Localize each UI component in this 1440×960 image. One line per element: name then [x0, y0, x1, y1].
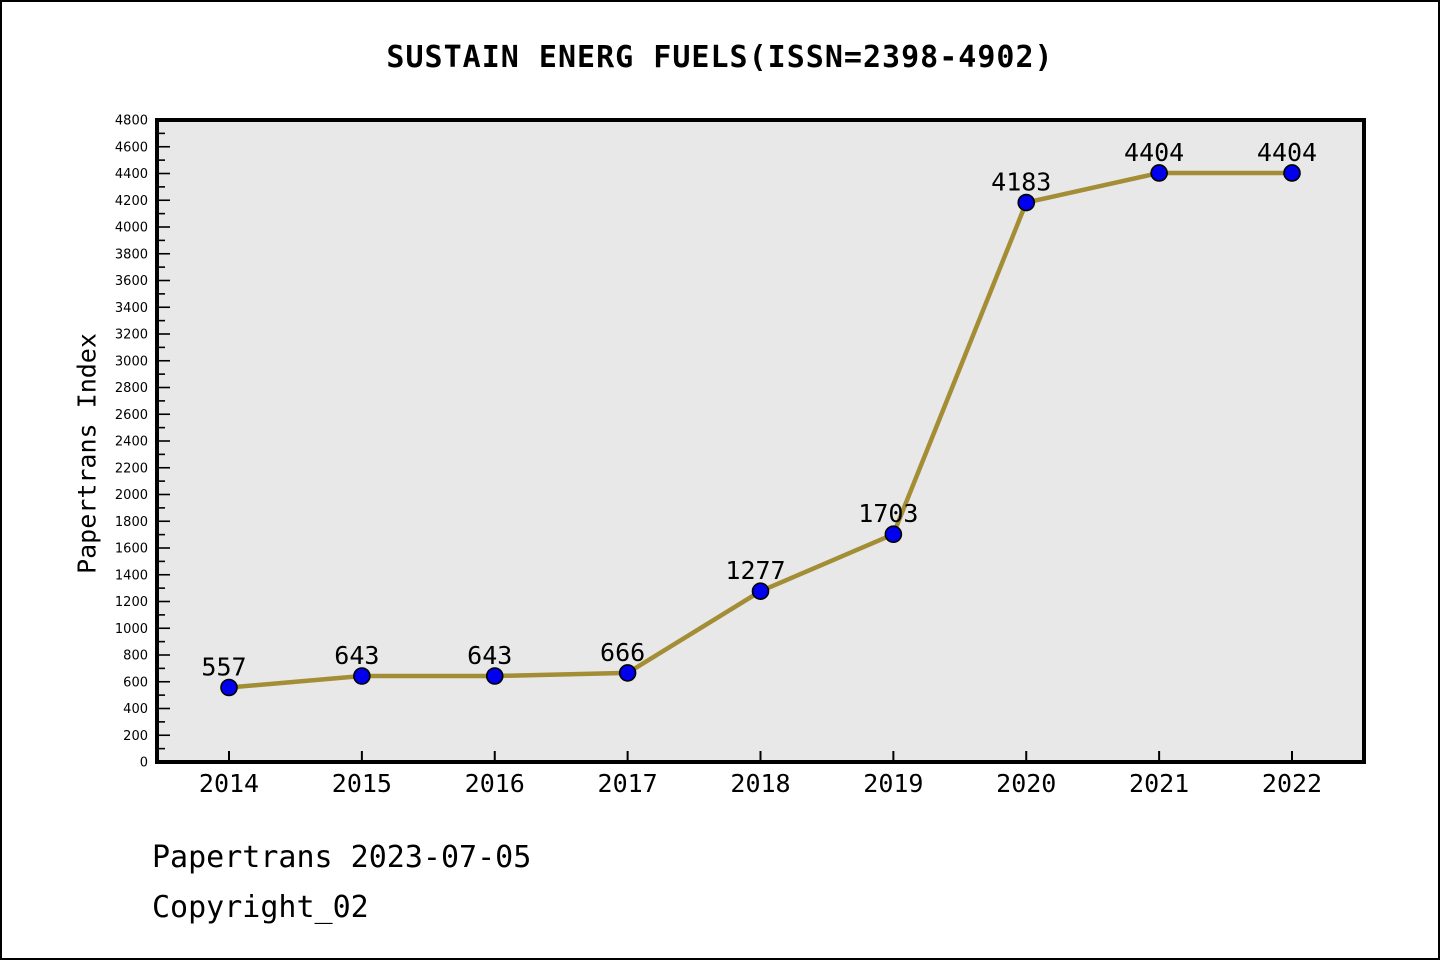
y-tick-label: 4200	[115, 194, 148, 209]
y-tick-label: 3200	[115, 328, 148, 343]
y-tick-label: 400	[123, 702, 148, 717]
y-tick-label: 2200	[115, 461, 148, 476]
footer-date: Papertrans 2023-07-05	[152, 840, 532, 875]
x-tick-label: 2022	[1262, 769, 1322, 798]
y-tick-label: 4400	[115, 167, 148, 182]
y-axis-ticks: 0 200 400 600 800 1000 1200 1400 1600 1800 2000 220…	[115, 114, 170, 771]
data-point-label: 1277	[725, 556, 785, 585]
data-points: 557 643 643 666 1277 1703 4183 4404 4404	[201, 138, 1317, 697]
data-point-label: 643	[334, 641, 379, 670]
y-tick-label: 2000	[115, 488, 148, 503]
y-tick-label: 1000	[115, 622, 148, 637]
data-point-marker	[1150, 164, 1168, 182]
x-tick-label: 2021	[1129, 769, 1189, 798]
x-tick-label: 2020	[996, 769, 1056, 798]
data-point-marker	[353, 667, 371, 685]
data-point-label: 557	[201, 653, 246, 682]
data-point-label: 4404	[1124, 138, 1184, 167]
y-tick-label: 2400	[115, 435, 148, 450]
x-tick-label: 2017	[598, 769, 658, 798]
y-tick-label: 4600	[115, 140, 148, 155]
y-tick-label: 1400	[115, 568, 148, 583]
y-tick-label: 4000	[115, 221, 148, 236]
y-tick-label: 600	[123, 675, 148, 690]
plot-area	[155, 118, 1366, 764]
x-tick-label: 2015	[332, 769, 392, 798]
y-tick-label: 3800	[115, 247, 148, 262]
x-axis-ticks: 2014 2015 2016 2017 2018 2019 2020 2021 2022	[199, 751, 1322, 798]
data-point-label: 1703	[858, 499, 918, 528]
y-tick-label: 3400	[115, 301, 148, 316]
y-tick-label: 200	[123, 729, 148, 744]
y-tick-label: 0	[140, 756, 148, 771]
data-point-marker	[1283, 164, 1301, 182]
data-point-marker	[618, 664, 637, 682]
data-point-marker	[751, 582, 770, 601]
x-tick-label: 2016	[465, 769, 525, 798]
data-point-marker	[220, 678, 238, 697]
y-tick-label: 1600	[115, 542, 148, 557]
data-point-marker	[485, 667, 504, 685]
data-point-marker	[1017, 193, 1036, 212]
y-tick-label: 2600	[115, 408, 148, 423]
y-tick-label: 4800	[115, 114, 148, 129]
x-tick-label: 2018	[730, 769, 790, 798]
y-tick-label: 2800	[115, 381, 148, 396]
y-tick-label: 1800	[115, 515, 148, 530]
x-tick-label: 2019	[863, 769, 923, 798]
footer-copyright: Copyright_02	[152, 890, 369, 925]
data-point-label: 643	[467, 641, 512, 670]
y-tick-label: 1200	[115, 595, 148, 610]
x-tick-label: 2014	[199, 769, 259, 798]
data-point-label: 4183	[991, 168, 1051, 197]
data-point-marker	[884, 525, 903, 544]
y-tick-label: 3600	[115, 274, 148, 289]
chart-title: SUSTAIN ENERG FUELS(ISSN=2398-4902)	[386, 40, 1054, 75]
y-tick-label: 3000	[115, 354, 148, 369]
data-point-label: 666	[600, 638, 645, 667]
data-point-label: 4404	[1257, 138, 1317, 167]
y-tick-label: 800	[123, 649, 148, 664]
